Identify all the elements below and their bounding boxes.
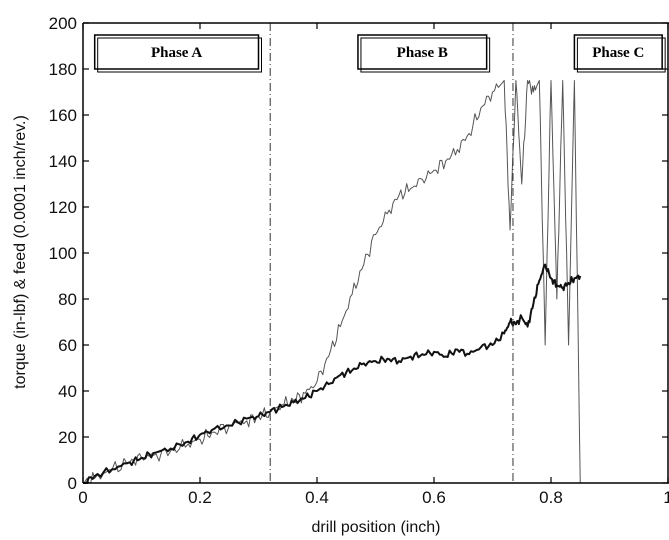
x-tick-label-5: 1 [663,488,669,507]
x-tick-label-1: 0.2 [188,488,212,507]
plot-background [83,23,669,483]
annotation-layer: Phase A Phase B Phase C [93,34,666,73]
y-tick-label-9: 180 [49,60,77,79]
x-tick-label-3: 0.6 [422,488,446,507]
y-tick-label-10: 200 [49,14,77,33]
y-tick-label-0: 0 [68,474,77,493]
phase-box-1 [357,34,488,70]
y-tick-label-6: 120 [49,198,77,217]
series-line-bold [82,263,582,484]
y-tick-label-4: 80 [58,290,77,309]
y-axis-label: torque (in-lbf) & feed (0.0001 inch/rev.… [12,115,29,389]
phase-label-0: Phase A [151,45,202,61]
y-tick-label-2: 40 [58,382,77,401]
phase-box-0 [93,34,260,70]
y-tick-label-5: 100 [49,244,77,263]
tick-layer: 0 0.2 0.4 0.6 0.8 1 0 20 40 60 80 100 120 140 160 180 20… [49,14,669,507]
y-tick-label-8: 160 [49,106,77,125]
x-axis-label: drill position (inch) [312,519,441,536]
marker-layer [269,23,514,483]
phase-box-shadow-0 [97,37,262,73]
y-tick-label-7: 140 [49,152,77,171]
x-tick-label-2: 0.4 [305,488,329,507]
phase-box-shadow-2 [576,37,666,73]
phase-label-1: Phase B [397,45,448,61]
phase-box-2 [573,34,663,70]
x-tick-label-4: 0.8 [539,488,563,507]
y-tick-label-1: 20 [58,428,77,447]
phase-label-2: Phase C [592,45,644,61]
phase-box-shadow-1 [360,37,491,73]
y-tick-label-3: 60 [58,336,77,355]
series-layer [82,80,582,484]
x-tick-label-0: 0 [78,488,87,507]
